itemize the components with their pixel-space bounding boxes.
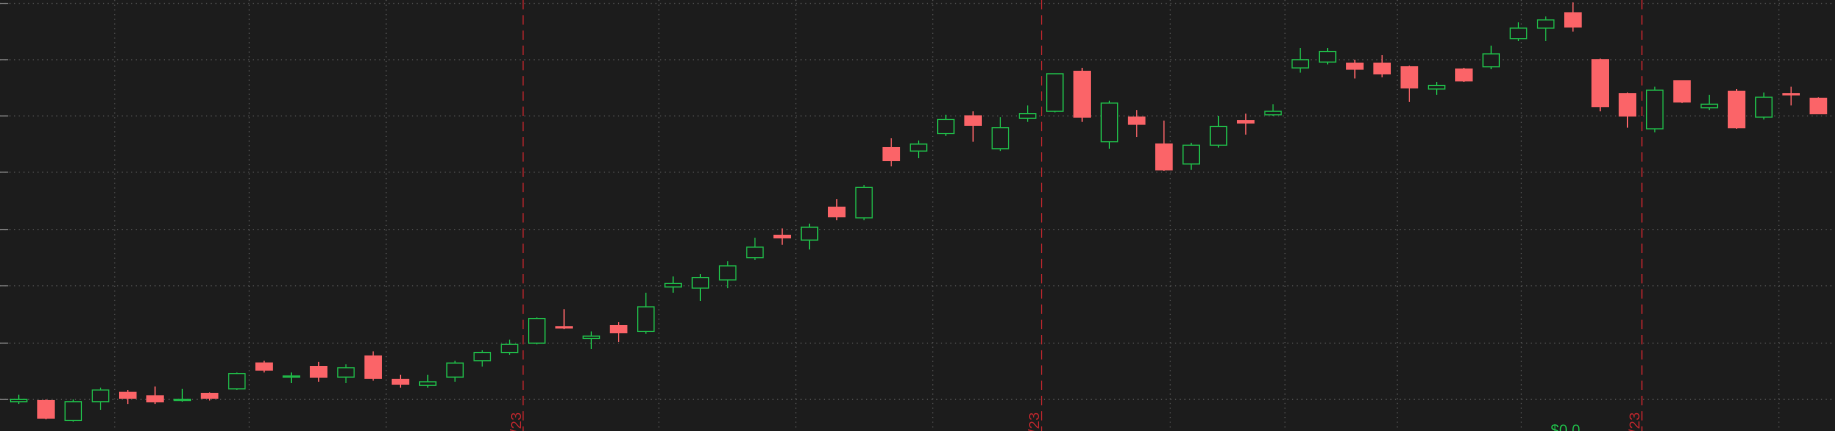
candle-body xyxy=(309,365,328,378)
candle-body xyxy=(200,392,219,399)
candle-body xyxy=(1591,59,1610,108)
candle-body xyxy=(1536,19,1555,29)
candle-body xyxy=(718,265,737,281)
candle-body xyxy=(1046,73,1064,112)
candle-body xyxy=(528,317,546,344)
candle-body xyxy=(773,234,791,239)
candle-body xyxy=(255,362,273,371)
candle-body xyxy=(827,206,846,218)
candle-body xyxy=(146,395,164,403)
candle-body xyxy=(746,246,764,259)
candle-body xyxy=(1809,97,1828,115)
candle-body xyxy=(664,282,682,288)
candle-body xyxy=(1236,120,1255,124)
candle-body xyxy=(337,367,355,378)
candle-body xyxy=(9,398,28,403)
candle-body xyxy=(364,355,382,379)
candle-body xyxy=(637,306,655,333)
candle-body xyxy=(1073,70,1091,118)
candle-body xyxy=(418,381,437,386)
candle-body xyxy=(173,398,192,402)
candle-body xyxy=(1455,68,1473,82)
candle-body xyxy=(1509,27,1528,40)
candle-body xyxy=(1782,93,1800,96)
candle-body xyxy=(1645,89,1664,130)
candle-body xyxy=(1346,62,1364,70)
candle-body xyxy=(1018,113,1037,119)
date-label: /23 xyxy=(508,412,525,431)
candle-body xyxy=(1400,66,1419,89)
candle-body xyxy=(1291,59,1310,69)
candle-body xyxy=(800,226,819,241)
candle-body xyxy=(391,378,410,385)
candle-body xyxy=(1209,125,1228,146)
candle-body xyxy=(282,375,301,378)
date-label-group: /23 xyxy=(1627,412,1644,431)
candle-body xyxy=(64,401,83,422)
price-label: $0.0 xyxy=(1551,423,1581,431)
candle-body xyxy=(1564,12,1582,28)
candle-body xyxy=(937,118,955,135)
candle-body xyxy=(37,399,55,419)
candle-body xyxy=(1155,143,1173,171)
candle-body xyxy=(1318,50,1337,63)
date-label: /23 xyxy=(1026,412,1043,431)
candle-body xyxy=(228,373,246,390)
candle-body xyxy=(1182,144,1201,165)
date-label-group: /23 xyxy=(508,412,525,431)
candle-body xyxy=(909,143,928,152)
candle-body xyxy=(1755,96,1773,118)
date-label: /23 xyxy=(1627,412,1644,431)
candle-body xyxy=(1618,93,1637,117)
candle-body xyxy=(1673,80,1691,103)
candle-body xyxy=(1482,53,1500,68)
candle-body xyxy=(991,127,1010,150)
candle-body xyxy=(1427,84,1446,90)
candle-body xyxy=(1127,116,1146,125)
candle-body xyxy=(500,343,519,354)
date-label-group: /23 xyxy=(1026,412,1043,431)
candle-body xyxy=(855,186,873,219)
candle-body xyxy=(119,391,137,399)
candle-body xyxy=(582,335,601,340)
candle-body xyxy=(91,389,110,403)
candle-body xyxy=(882,146,901,162)
candle-body xyxy=(1700,103,1719,109)
candle-body xyxy=(1264,110,1282,116)
candle-body xyxy=(1373,62,1391,75)
candle-body xyxy=(555,326,573,329)
candle-body xyxy=(1727,90,1746,129)
candle-body xyxy=(446,362,464,378)
candle-body xyxy=(609,325,628,334)
candle-body xyxy=(964,115,982,126)
candle-body xyxy=(473,351,492,362)
candle-body xyxy=(691,276,710,289)
candle-body xyxy=(1100,102,1119,143)
